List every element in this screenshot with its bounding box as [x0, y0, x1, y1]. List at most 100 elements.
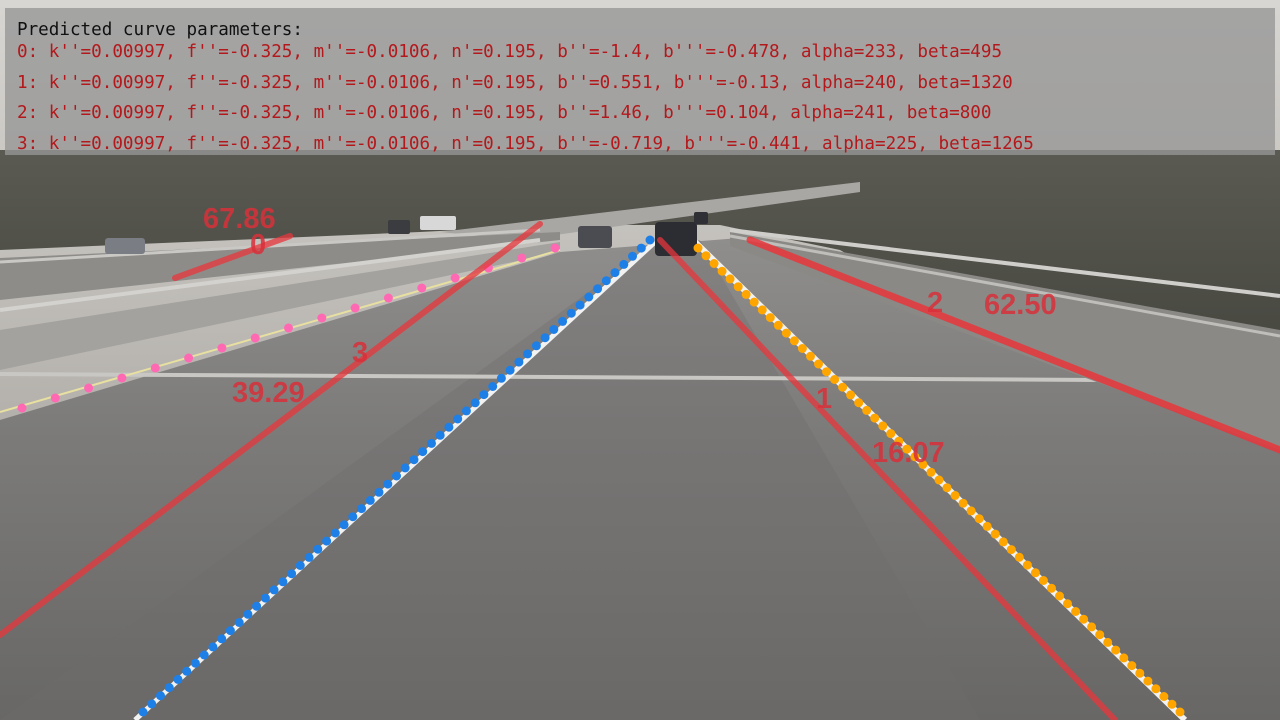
gt-dot-ego-left: [322, 536, 332, 546]
gt-dot-ego-right: [1071, 607, 1081, 616]
gt-dot-ego-left: [575, 300, 585, 310]
gt-dot-left: [417, 283, 427, 293]
gt-dot-ego-right: [725, 274, 735, 284]
gt-dot-ego-right: [797, 344, 807, 353]
gt-dot-ego-right: [822, 367, 831, 377]
gt-dot-ego-right: [902, 444, 912, 454]
param-row-0: 0: k''=0.00997, f''=-0.325, m''=-0.0106,…: [17, 42, 1003, 62]
gt-dot-ego-left: [365, 495, 375, 505]
gt-dot-left: [84, 383, 94, 393]
ground-truth-dots: [17, 235, 1185, 717]
gt-dot-ego-left: [348, 512, 358, 522]
gt-dot-ego-right: [1103, 637, 1113, 647]
gt-dot-ego-left: [225, 626, 235, 636]
gt-dot-ego-left: [549, 325, 559, 334]
gt-dot-ego-right: [781, 328, 791, 338]
gt-dot-ego-right: [1047, 583, 1056, 593]
gt-dot-left: [117, 373, 127, 383]
gt-dot-ego-left: [601, 276, 611, 286]
gt-dot-ego-right: [934, 475, 944, 485]
gt-dot-ego-left: [339, 520, 349, 530]
main-road: [0, 238, 1280, 720]
gt-dot-ego-right: [1127, 661, 1137, 671]
gt-dot-ego-right: [741, 289, 751, 299]
gt-dot-ego-right: [1143, 676, 1153, 686]
gt-dot-ego-right: [1167, 699, 1177, 709]
left-roadway: [0, 232, 560, 300]
gt-dot-left: [184, 353, 194, 363]
gt-dot-ego-left: [164, 683, 174, 693]
gt-dot-ego-right: [1175, 707, 1185, 717]
gt-dot-ego-right: [990, 529, 1000, 539]
gt-dot-ego-right: [1135, 668, 1145, 678]
gt-dot-ego-left: [531, 341, 541, 351]
gt-dot-ego-right: [1151, 684, 1161, 694]
gt-dot-ego-left: [645, 235, 655, 245]
gt-dot-ego-left: [330, 528, 340, 538]
gt-dot-ego-right: [966, 506, 976, 516]
gt-dot-ego-left: [243, 609, 253, 619]
gt-dot-ego-left: [252, 601, 262, 611]
param-row-1: 1: k''=0.00997, f''=-0.325, m''=-0.0106,…: [17, 73, 1013, 93]
gt-dot-ego-left: [260, 593, 270, 603]
lane-label-id-1: 1: [816, 383, 832, 415]
gt-dot-ego-right: [814, 359, 823, 369]
param-row-3: 3: k''=0.00997, f''=-0.325, m''=-0.0106,…: [17, 134, 1034, 154]
gt-dot-ego-left: [208, 642, 218, 652]
gt-dot-ego-left: [444, 422, 454, 432]
gt-dot-ego-left: [199, 650, 209, 660]
gt-dot-ego-left: [470, 398, 480, 408]
gt-dot-ego-right: [717, 266, 727, 276]
gt-dot-ego-right: [765, 313, 775, 323]
hillside: [0, 150, 1280, 440]
gt-dot-ego-right: [1055, 591, 1064, 601]
gt-dot-ego-left: [304, 552, 314, 562]
predicted-lane-2: [746, 236, 1280, 454]
gt-dot-ego-left: [461, 406, 471, 416]
gt-dot-ego-right: [1014, 552, 1024, 562]
gt-dot-ego-right: [950, 491, 960, 500]
gt-dot-ego-right: [1095, 630, 1105, 640]
gt-dot-ego-left: [558, 316, 568, 326]
gt-dot-left: [550, 243, 560, 253]
gt-dot-ego-right: [974, 514, 984, 524]
gt-dot-ego-left: [514, 357, 524, 367]
gt-dot-ego-right: [1006, 545, 1016, 555]
gt-dot-ego-left: [593, 284, 603, 294]
gt-dot-ego-left: [295, 561, 305, 570]
gt-dot-ego-right: [854, 398, 864, 408]
predicted-lane-0: [172, 233, 293, 281]
parameters-panel: Predicted curve parameters: 0: k''=0.009…: [5, 8, 1275, 155]
gt-dot-ego-right: [918, 460, 928, 469]
gt-dot-ego-right: [1111, 645, 1121, 655]
gt-dot-ego-left: [182, 666, 192, 676]
gt-dot-left: [250, 333, 260, 343]
gt-dot-ego-right: [806, 351, 815, 361]
gt-dot-ego-left: [234, 618, 244, 627]
gt-dot-ego-left: [427, 438, 436, 448]
distant-vehicle: [694, 212, 708, 224]
gt-dot-ego-left: [383, 479, 393, 489]
lane-label-id-3: 3: [352, 337, 368, 369]
gt-dot-ego-right: [701, 251, 711, 261]
vehicle-left-lane: [578, 226, 612, 248]
gt-dot-left: [284, 323, 293, 333]
gt-dot-ego-right: [1022, 560, 1032, 570]
road-wheel-track: [0, 240, 980, 720]
gt-dot-ego-left: [610, 268, 620, 278]
gt-dot-ego-left: [453, 414, 463, 424]
gt-dot-ego-left: [313, 544, 323, 554]
panel-title: Predicted curve parameters:: [17, 20, 303, 40]
gt-dot-left: [517, 253, 527, 263]
gt-dot-ego-left: [496, 373, 506, 383]
gt-dot-ego-right: [886, 429, 896, 439]
gt-dot-ego-right: [1038, 576, 1048, 585]
gt-dot-ego-right: [1159, 692, 1169, 701]
gt-dot-ego-right: [749, 297, 759, 307]
gt-dot-ego-left: [392, 471, 401, 481]
gt-dot-left: [17, 403, 27, 413]
gt-dot-ego-left: [269, 585, 279, 595]
gt-dot-left: [450, 273, 460, 283]
gt-dot-ego-left: [147, 699, 157, 709]
gt-dot-left: [217, 343, 227, 353]
